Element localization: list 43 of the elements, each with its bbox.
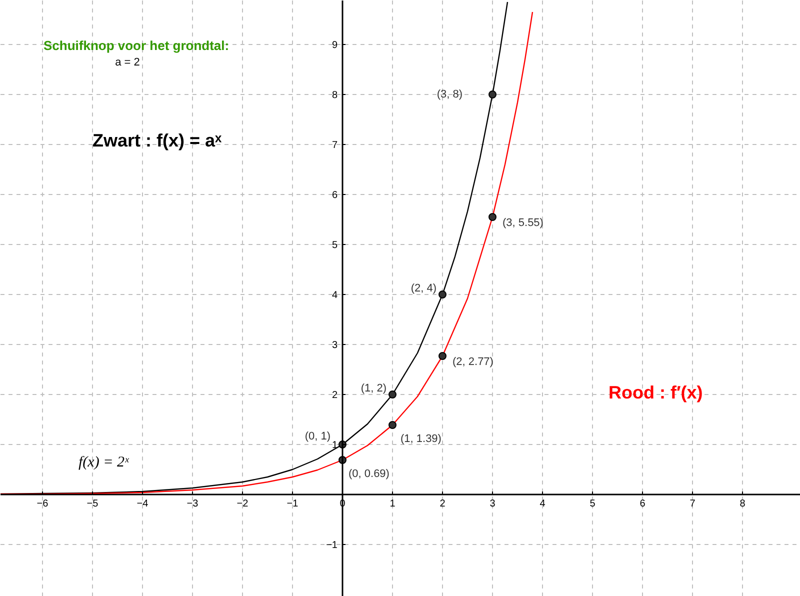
y-tick-label: 1: [332, 440, 338, 451]
annotation: Zwart : f(x) = aˣ: [92, 130, 222, 150]
x-tick-label: −6: [36, 498, 49, 510]
annotation: a = 2: [115, 56, 140, 68]
point: [488, 213, 496, 221]
annotation: Schuifknop voor het grondtal:: [44, 38, 230, 53]
y-tick-label: −1: [326, 540, 338, 551]
annotation: (1, 2): [360, 382, 387, 394]
point: [438, 352, 446, 360]
point: [438, 290, 446, 298]
y-tick-label: 6: [332, 190, 338, 201]
annotation: (1, 1.39): [400, 433, 442, 445]
x-tick-label: −5: [86, 498, 99, 510]
x-tick-label: 4: [540, 498, 546, 510]
y-tick-label: 8: [332, 90, 338, 101]
y-tick-label: 9: [332, 40, 338, 51]
y-tick-label: 7: [332, 140, 338, 151]
x-tick-label: 7: [690, 498, 696, 510]
annotation: Rood : f′(x): [608, 382, 703, 402]
point: [488, 90, 496, 98]
y-tick-label: 2: [332, 390, 338, 401]
x-tick-label: −3: [186, 498, 199, 510]
annotation: (3, 5.55): [502, 217, 544, 229]
point: [388, 390, 396, 398]
x-tick-label: 3: [490, 498, 496, 510]
y-tick-label: 4: [332, 290, 338, 301]
x-tick-label: 1: [390, 498, 396, 510]
y-tick-label: 3: [332, 340, 338, 351]
y-tick-label: 5: [332, 240, 338, 251]
x-tick-label: 5: [590, 498, 596, 510]
x-tick-label: −2: [236, 498, 249, 510]
x-tick-label: 2: [440, 498, 446, 510]
x-tick-label: 6: [640, 498, 646, 510]
annotation: (0, 1): [304, 430, 331, 442]
annotation: (3, 8): [436, 88, 463, 100]
point: [388, 421, 396, 429]
annotation: f(x) = 2ˣ: [78, 454, 130, 470]
x-tick-label: 8: [740, 498, 746, 510]
x-tick-label: −1: [286, 498, 299, 510]
annotation: (2, 2.77): [452, 356, 494, 368]
annotation: (0, 0.69): [348, 468, 390, 480]
annotation: (2, 4): [410, 282, 437, 294]
x-tick-label: −4: [136, 498, 149, 510]
